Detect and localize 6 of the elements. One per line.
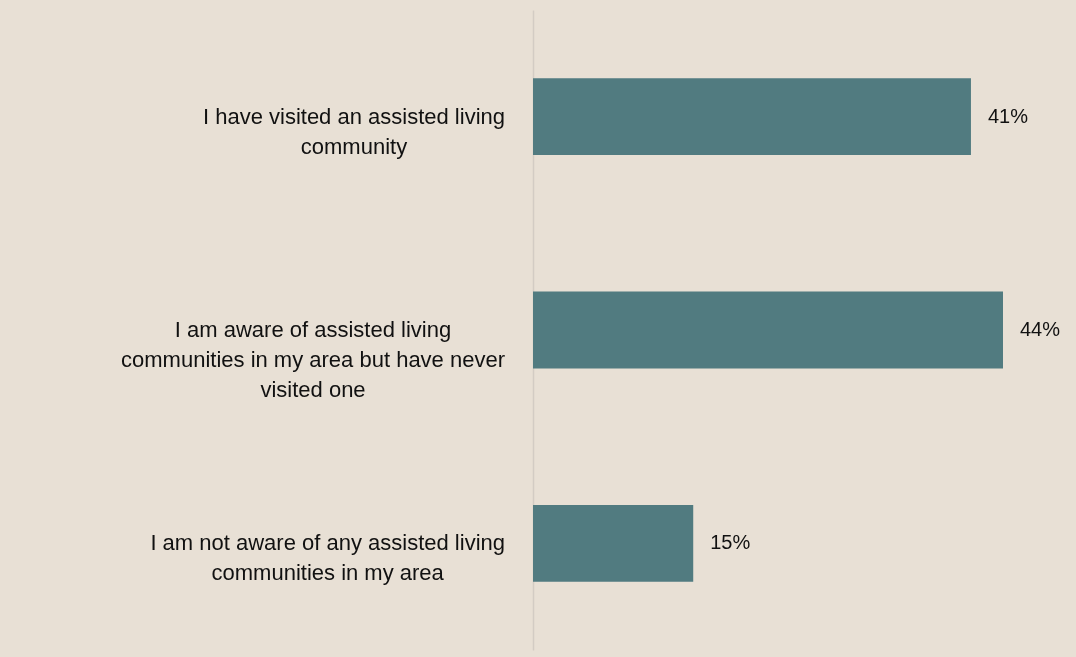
data-label: 15% xyxy=(710,531,751,554)
y-tick-label: I am not aware of any assisted living communities in my area xyxy=(150,530,505,586)
y-tick-label: I am aware of assisted living communities in my area but have never visited one xyxy=(121,317,506,402)
data-label: 44% xyxy=(1020,318,1061,340)
y-tick-label: I have visited an assisted living community xyxy=(202,103,506,159)
data-label: 41% xyxy=(987,104,1029,127)
